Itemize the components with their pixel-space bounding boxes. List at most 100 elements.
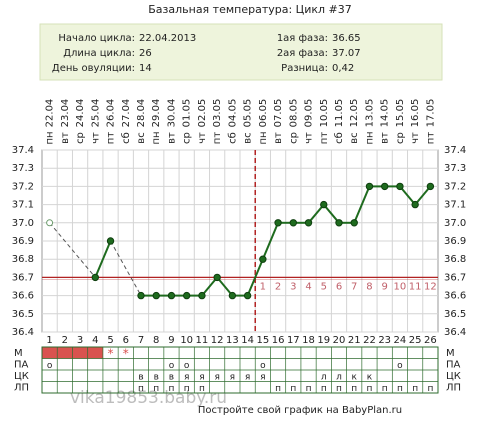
row-cell: я [214,372,219,382]
row-cell: o [260,361,266,371]
date-label: 27.04 [121,99,132,128]
temperature-point [380,182,389,191]
weekday-label: вт [380,132,391,144]
luteal-day: 8 [366,281,372,292]
weekday-label: пн [258,131,269,144]
weekday-label: пт [319,132,330,145]
row-cell: п [427,384,433,394]
row-cell: п [367,384,373,394]
luteal-day: 4 [305,281,311,292]
row-cell: п [184,384,190,394]
date-label: 14.05 [380,99,391,128]
weekday-label: чт [304,132,315,144]
row-label: ЦК [14,371,29,382]
temperature-segment [261,222,279,260]
weekday-label: пн [151,131,162,144]
temperature-point [243,291,252,300]
date-label: 16.05 [410,99,421,128]
info-label: Длина цикла: [63,48,135,59]
row-cell: я [230,372,235,382]
temperature-point [213,273,221,282]
row-cell: o [169,361,175,371]
day-number: 13 [226,335,239,346]
temperature-segment [110,240,142,296]
luteal-day: 3 [290,281,296,292]
temperature-point [350,219,358,227]
y-tick-label-right: 36.5 [444,309,466,320]
temperature-point [274,219,282,227]
day-number: 8 [153,335,159,346]
temperature-segment [246,258,264,296]
row-label-right: ЛП [446,382,461,393]
info-value: 36.65 [332,33,361,44]
temperature-point [106,237,115,245]
info-label: День овуляции: [52,63,135,74]
date-label: 12.05 [349,99,360,128]
row-cell: к [352,372,358,382]
row-cell: к [367,372,373,382]
temperature-segment [49,222,96,278]
weekday-label: чт [197,132,208,144]
temperature-point [426,182,435,191]
day-number: 14 [241,335,254,346]
row-cell: я [184,372,189,382]
y-tick-label: 37.1 [12,200,34,211]
info-value: 37.07 [332,48,361,59]
date-label: 24.04 [75,99,86,128]
row-fill [72,347,88,359]
y-tick-label-right: 36.4 [444,327,466,338]
date-label: 26.04 [106,99,117,128]
row-label: ПА [14,359,29,370]
row-cell: я [245,372,250,382]
day-number: 3 [77,335,83,346]
row-cell: п [275,384,281,394]
info-label: Начало цикла: [58,33,135,44]
date-label: 11.05 [334,99,345,128]
date-label: 28.04 [136,99,147,128]
weekday-label: ср [75,132,86,144]
temperature-point [91,273,100,282]
date-label: 10.05 [319,99,330,128]
temperature-point [198,291,206,300]
day-number: 1 [46,335,52,346]
day-number: 11 [196,335,209,346]
date-label: 25.04 [90,99,101,128]
weekday-label: сб [121,132,132,144]
info-label: 1ая фаза: [277,33,328,44]
row-cell: в [169,372,174,382]
day-number: 4 [92,335,98,346]
date-label: 03.05 [212,99,223,128]
y-tick-label: 36.6 [12,291,34,302]
y-tick-label-right: 36.7 [444,272,466,283]
date-label: 13.05 [364,99,375,128]
weekday-label: вт [273,132,284,144]
row-cell: п [306,384,312,394]
date-label: 30.04 [166,99,177,128]
temperature-point [335,219,343,227]
luteal-day: 10 [394,281,407,292]
row-cell: я [260,372,265,382]
temperature-point [152,291,160,300]
row-cell: л [321,372,327,382]
y-tick-label: 37.0 [12,218,34,229]
y-tick-label: 36.8 [12,254,34,265]
weekday-label: вт [60,132,71,144]
temperature-point [289,219,298,227]
day-number: 15 [256,335,269,346]
row-cell: п [397,384,403,394]
temperature-point [304,219,313,227]
date-label: 07.05 [273,99,284,128]
weekday-label: пн [364,131,375,144]
info-value: 14 [139,63,152,74]
temperature-point [396,182,404,191]
date-label: 01.05 [182,99,193,128]
date-label: 09.05 [304,99,315,128]
luteal-day: 12 [424,281,437,292]
weekday-label: ср [395,132,406,144]
info-value: 0,42 [332,63,354,74]
row-label: М [14,348,23,359]
temperature-segment [94,240,112,278]
temperature-point [320,200,328,209]
row-cell: o [47,361,53,371]
weekday-label: вт [166,132,177,144]
